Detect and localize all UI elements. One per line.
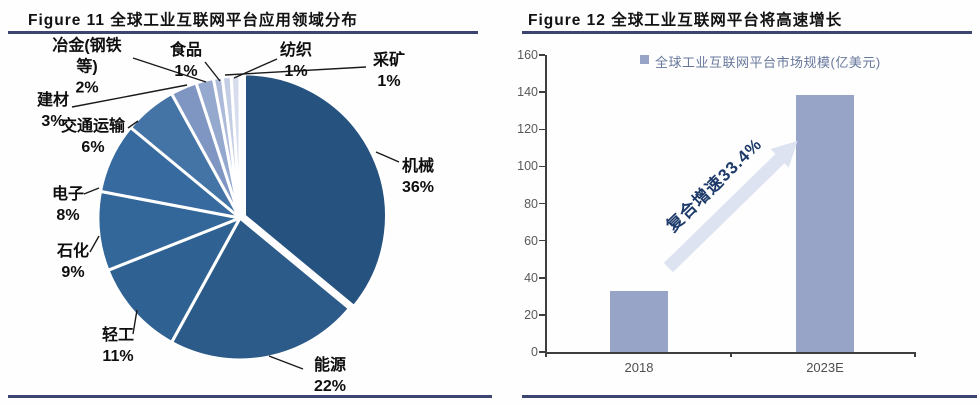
pie-chart	[71, 57, 400, 370]
figure12-title-rule	[522, 31, 972, 34]
x-category-label: 2023E	[806, 360, 844, 375]
leader-line	[71, 84, 188, 108]
y-tick-label: 20	[524, 307, 538, 322]
pie-label: 食品 1%	[169, 42, 203, 80]
pie-label: 能源 22%	[313, 357, 347, 395]
leader-line	[132, 309, 138, 335]
pie-label: 纺织 1%	[279, 42, 313, 80]
pie-label: 机械 36%	[401, 158, 435, 196]
bar-chart-legend: 全球工业互联网平台市场规模(亿美元)	[640, 52, 881, 71]
figure12-title: Figure 12 全球工业互联网平台将高速增长	[528, 12, 843, 29]
leader-line	[268, 355, 304, 370]
y-axis-line	[545, 55, 547, 353]
y-tick-mark	[539, 314, 545, 316]
y-tick-mark	[539, 239, 545, 242]
pie-label: 轻工 11%	[101, 327, 135, 365]
legend-marker-icon	[640, 55, 649, 64]
y-tick-mark	[539, 277, 545, 279]
leader-line	[83, 187, 100, 195]
pie-slice	[243, 72, 388, 308]
y-tick-label: 40	[524, 270, 538, 285]
leader-line	[132, 57, 207, 83]
leader-line	[204, 61, 221, 82]
leader-line	[89, 235, 100, 253]
x-category-label: 2018	[624, 360, 654, 375]
figure11-title-rule	[8, 31, 478, 34]
y-tick-label: 0	[531, 345, 538, 359]
bar-2023E	[796, 95, 854, 352]
y-tick-mark	[539, 128, 545, 130]
x-tick-mark	[545, 352, 547, 357]
pie-label: 交通运输 6%	[60, 118, 126, 156]
growth-arrow: 复合增速33.4%	[639, 111, 807, 276]
y-tick-label: 80	[524, 196, 538, 211]
x-tick-mark	[730, 352, 732, 357]
leader-line	[224, 66, 367, 76]
y-tick-label: 140	[517, 85, 538, 100]
pie-slice	[106, 216, 242, 344]
x-tick-mark	[914, 352, 916, 357]
pie-label: 冶金(钢铁 等) 2%	[52, 37, 122, 97]
bar-chart: 全球工业互联网平台市场规模(亿美元) 0 20 40 60 80 100 120 140 160…	[500, 38, 978, 390]
pie-label: 电子 8%	[51, 186, 85, 224]
pie-label: 建材 3%	[36, 92, 70, 130]
y-tick-mark	[539, 202, 545, 205]
leader-line	[127, 120, 139, 129]
figure11-title: Figure 11 全球工业互联网平台应用领域分布	[28, 12, 358, 29]
y-tick-label: 160	[517, 48, 538, 62]
pie-label: 采矿 1%	[372, 52, 406, 90]
bar-2018	[610, 291, 668, 352]
figure11-bottom-rule	[8, 395, 492, 398]
y-tick-mark	[539, 165, 545, 168]
y-tick-mark	[539, 91, 545, 93]
y-tick-label: 120	[517, 122, 538, 137]
legend-label: 全球工业互联网平台市场规模(亿美元)	[655, 55, 881, 70]
pie-label: 石化 9%	[56, 243, 90, 281]
y-tick-label: 60	[524, 233, 538, 248]
pie-slice	[170, 216, 351, 362]
leader-line	[233, 58, 278, 79]
figure12-bottom-rule	[522, 395, 977, 398]
y-tick-mark	[539, 351, 545, 353]
y-tick-label: 100	[517, 159, 538, 174]
leader-line	[375, 151, 400, 163]
y-tick-mark	[539, 54, 545, 56]
pie-slice	[96, 189, 242, 272]
